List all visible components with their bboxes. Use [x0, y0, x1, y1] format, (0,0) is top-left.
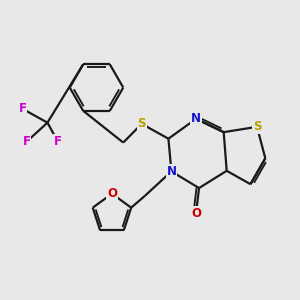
Text: O: O — [107, 187, 117, 200]
Text: O: O — [191, 206, 201, 220]
Text: S: S — [253, 120, 261, 133]
Text: F: F — [23, 135, 31, 148]
Text: N: N — [191, 112, 201, 125]
Text: F: F — [19, 103, 27, 116]
Text: S: S — [137, 117, 146, 130]
Text: N: N — [167, 165, 176, 178]
Text: F: F — [54, 135, 62, 148]
